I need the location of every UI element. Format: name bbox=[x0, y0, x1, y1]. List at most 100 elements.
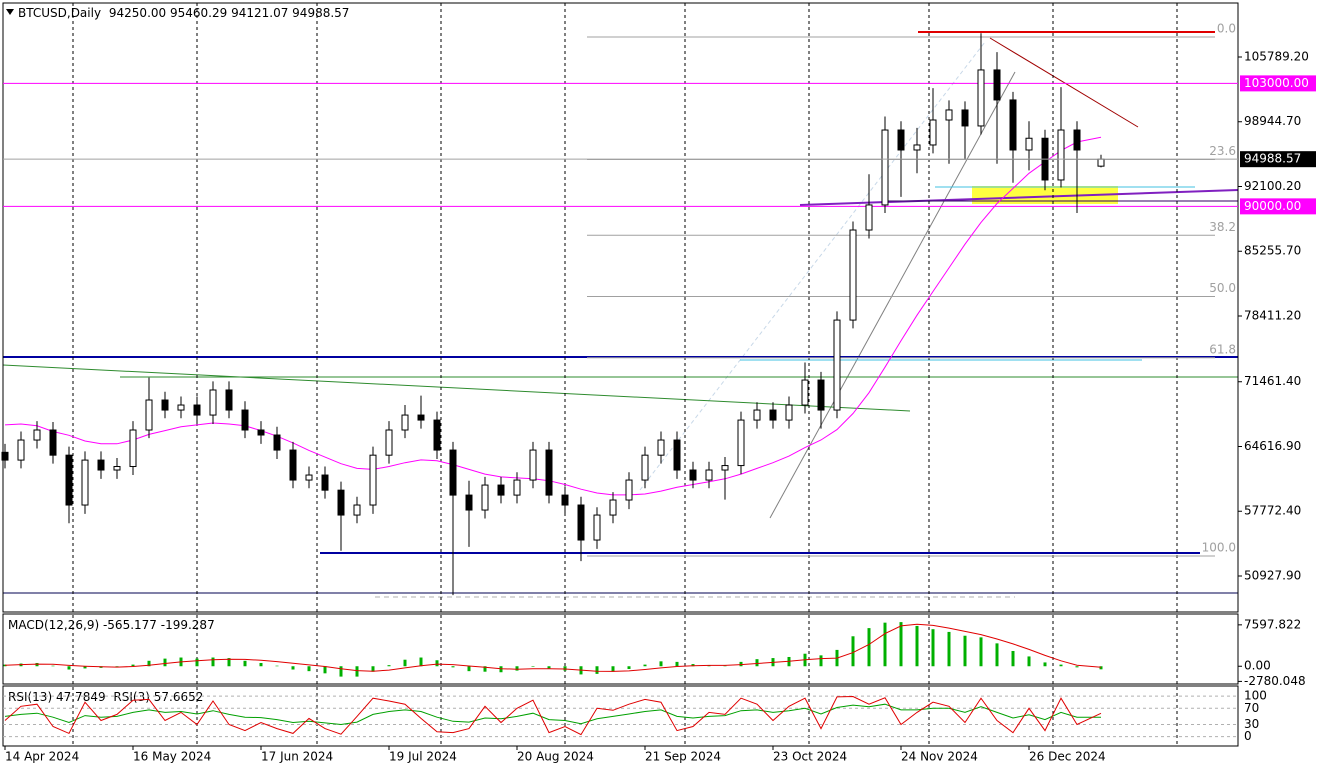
candle-body bbox=[929, 119, 937, 146]
candle-body bbox=[593, 514, 601, 541]
y-tick-label: 64616.90 bbox=[1244, 439, 1301, 453]
candle-body bbox=[129, 429, 137, 468]
macd-bar bbox=[995, 643, 999, 667]
macd-bar bbox=[1011, 650, 1015, 667]
macd-bar bbox=[483, 666, 487, 672]
trend-line bbox=[769, 71, 1016, 519]
candle-body bbox=[945, 109, 953, 121]
macd-tick-label: -2780.048 bbox=[1244, 674, 1306, 688]
macd-bar bbox=[723, 665, 727, 667]
menu-arrow[interactable] bbox=[6, 9, 14, 15]
x-tick-label: 16 May 2024 bbox=[133, 750, 211, 764]
candle-body bbox=[1025, 137, 1033, 151]
candle-body bbox=[705, 469, 713, 481]
macd-bar bbox=[979, 637, 983, 667]
rsi-tick-label: 100 bbox=[1244, 689, 1267, 703]
open-label: 94250.00 bbox=[109, 6, 166, 20]
macd-bar bbox=[67, 666, 71, 670]
macd-bar bbox=[547, 666, 551, 669]
fib-label: 50.0 bbox=[1209, 281, 1236, 295]
y-tick-label: 105789.20 bbox=[1244, 49, 1309, 63]
rsi-header: RSI(13) 47.7849 RSI(3) 57.6652 bbox=[8, 690, 203, 704]
level-label: 103000.00 bbox=[1244, 76, 1309, 90]
macd-bar bbox=[307, 666, 311, 672]
macd-bar bbox=[35, 662, 39, 667]
candle-body bbox=[865, 204, 873, 231]
candle-body bbox=[1009, 99, 1017, 151]
price-label: 94988.57 bbox=[1244, 152, 1301, 166]
candle-body bbox=[689, 469, 697, 481]
drawing-objects bbox=[2, 31, 1239, 598]
candle-body bbox=[753, 409, 761, 421]
candle-body bbox=[161, 399, 169, 411]
candle-body bbox=[897, 129, 905, 151]
macd-bar bbox=[499, 666, 503, 673]
zone bbox=[972, 186, 1118, 204]
macd-bar bbox=[963, 635, 967, 667]
macd-bar bbox=[51, 665, 55, 667]
x-tick-label: 17 Jun 2024 bbox=[261, 750, 333, 764]
macd-bar bbox=[131, 664, 135, 667]
candle-body bbox=[561, 494, 569, 506]
macd-bar bbox=[1075, 666, 1079, 668]
candle-body bbox=[177, 404, 185, 411]
rsi-tick-label: 70 bbox=[1244, 701, 1259, 715]
fib-label: 38.2 bbox=[1209, 220, 1236, 234]
candle-body bbox=[529, 449, 537, 481]
candle-body bbox=[801, 379, 809, 406]
rsi-line bbox=[4, 695, 1102, 736]
macd-bar bbox=[1059, 664, 1063, 667]
candle-body bbox=[641, 454, 649, 481]
y-tick-label: 98944.70 bbox=[1244, 114, 1301, 128]
candle-body bbox=[785, 404, 793, 421]
candle-body bbox=[657, 439, 665, 456]
y-tick-label: 92100.20 bbox=[1244, 179, 1301, 193]
candle-body bbox=[225, 389, 233, 411]
candle-body bbox=[257, 429, 265, 436]
y-tick-label: 78411.20 bbox=[1244, 308, 1301, 322]
macd-bar bbox=[83, 666, 87, 669]
candle-body bbox=[49, 429, 57, 456]
x-tick-label: 21 Sep 2024 bbox=[645, 750, 721, 764]
macd-bar bbox=[931, 629, 935, 667]
fib-label: 23.6 bbox=[1209, 144, 1236, 158]
macd-signal bbox=[4, 623, 1102, 672]
candle-body bbox=[417, 414, 425, 421]
macd-bar bbox=[467, 666, 471, 672]
candle-body bbox=[465, 494, 473, 511]
level-box bbox=[1240, 198, 1316, 215]
candle-body bbox=[449, 449, 457, 496]
x-tick-label: 14 Apr 2024 bbox=[5, 750, 79, 764]
macd-bar bbox=[691, 664, 695, 667]
macd-title: MACD(12,26,9) bbox=[8, 618, 99, 632]
fib-label: 0.0 bbox=[1217, 22, 1236, 36]
y-tick-label: 50927.90 bbox=[1244, 568, 1301, 582]
candle-body bbox=[401, 414, 409, 431]
close-label: 94988.57 bbox=[292, 6, 349, 20]
candle-body bbox=[113, 466, 121, 471]
candle-body bbox=[1097, 158, 1105, 167]
macd-bar bbox=[243, 660, 247, 667]
candle-body bbox=[17, 439, 25, 461]
signal-value: -199.287 bbox=[161, 618, 215, 632]
macd-header: MACD(12,26,9) -565.177 -199.287 bbox=[8, 618, 215, 632]
macd-tick-label: 0.00 bbox=[1244, 659, 1271, 673]
macd-bar bbox=[227, 658, 231, 667]
candle-body bbox=[1073, 129, 1081, 151]
candle-body bbox=[513, 479, 521, 496]
macd-bar bbox=[675, 661, 679, 667]
x-tick-label: 19 Jul 2024 bbox=[389, 750, 457, 764]
macd-bar bbox=[291, 666, 295, 670]
macd-bar bbox=[3, 664, 7, 667]
candle-body bbox=[961, 109, 969, 127]
candle-body bbox=[721, 465, 729, 471]
y-tick-label: 71461.40 bbox=[1244, 374, 1301, 388]
chart-header: BTCUSD,Daily 94250.00 95460.29 94121.07 … bbox=[18, 6, 349, 20]
candle-body bbox=[1057, 129, 1065, 181]
macd-bar bbox=[563, 666, 567, 671]
macd-bar bbox=[419, 657, 423, 667]
macd-value: -565.177 bbox=[103, 618, 157, 632]
candle-body bbox=[609, 499, 617, 516]
